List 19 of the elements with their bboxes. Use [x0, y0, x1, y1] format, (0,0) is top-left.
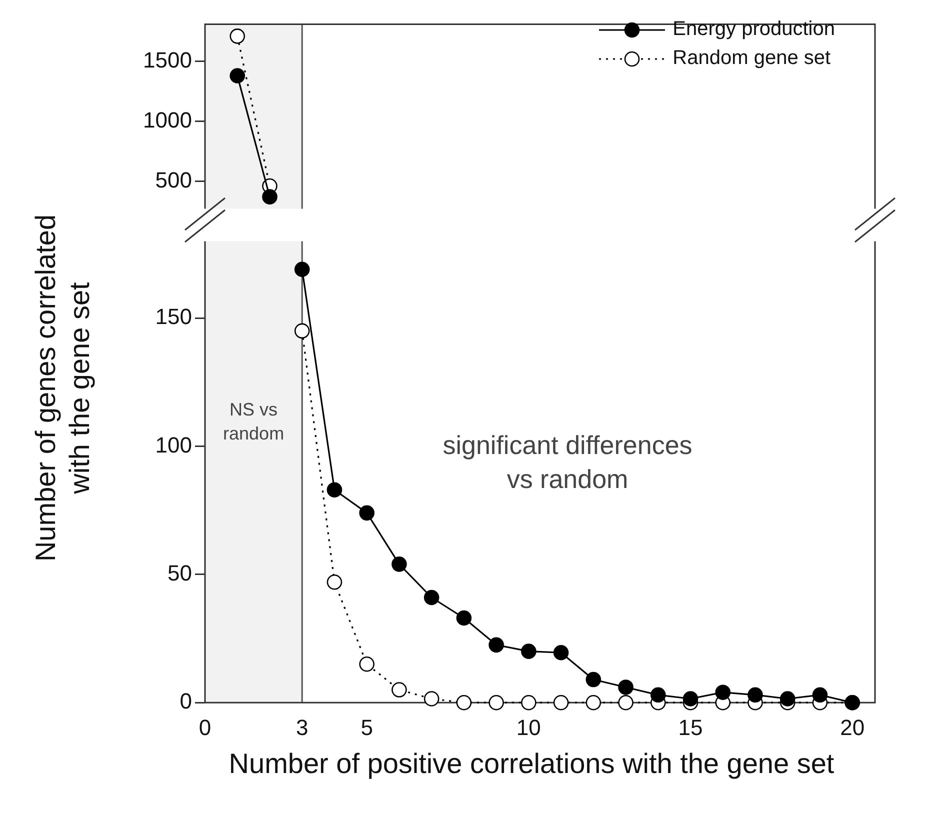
y-tick-label: 500: [155, 167, 192, 192]
x-axis-title: Number of positive correlations with the gene set: [228, 748, 836, 780]
y-tick-label: 50: [168, 560, 192, 586]
y-tick-label: 0: [180, 688, 192, 714]
y-axis-title: Number of genes correlated with the gene set: [29, 213, 96, 564]
y-tick-label: 100: [155, 432, 192, 458]
legend-label: Energy production: [672, 18, 835, 41]
legend-label: Random gene set: [672, 47, 831, 70]
y-tick-label: 1500: [143, 47, 192, 72]
annotation: NS vs random: [223, 400, 284, 444]
x-tick-label: 10: [516, 714, 541, 740]
x-tick-label: 0: [198, 714, 212, 740]
x-tick-label: 3: [296, 714, 308, 740]
annotation: significant differences vs random: [442, 430, 692, 494]
x-tick-label: 20: [840, 714, 865, 740]
y-tick-label: 1000: [143, 107, 192, 132]
x-tick-label: 15: [678, 714, 703, 740]
x-tick-label: 5: [360, 714, 373, 740]
y-tick-label: 150: [155, 304, 192, 330]
